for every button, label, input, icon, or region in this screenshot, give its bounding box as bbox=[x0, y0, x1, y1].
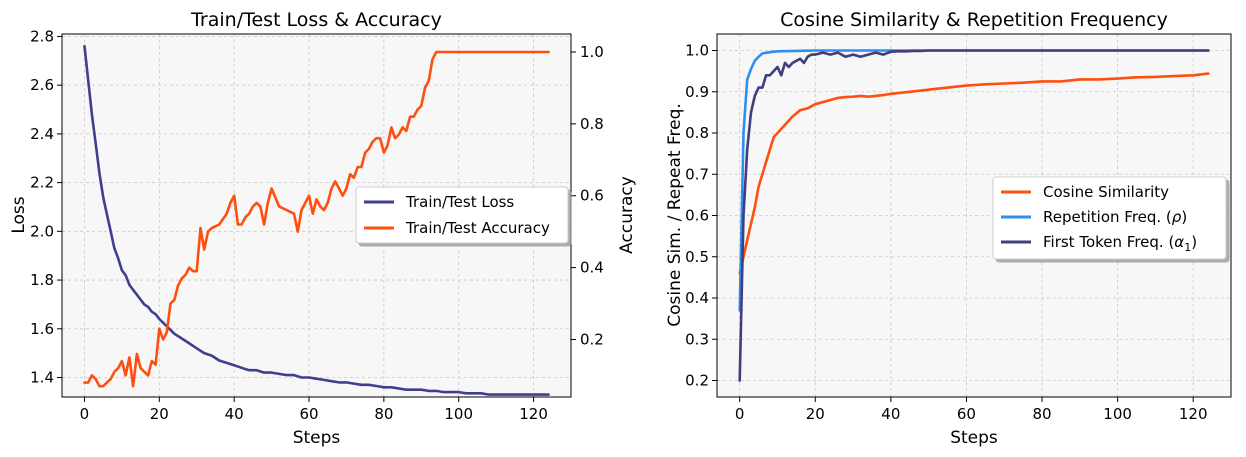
y-tick-label: 0.7 bbox=[685, 165, 709, 183]
y-tick-label: 2.0 bbox=[30, 222, 54, 240]
plot-frame bbox=[61, 33, 572, 398]
x-tick-label: 120 bbox=[1179, 405, 1208, 423]
x-tick-label: 80 bbox=[374, 405, 393, 423]
y2-axis-label: Accuracy bbox=[617, 176, 637, 254]
legend-box bbox=[992, 176, 1227, 260]
y-tick-label: 1.8 bbox=[30, 271, 54, 289]
series-line-2 bbox=[738, 49, 1210, 382]
y-tick-label: 0.4 bbox=[685, 289, 709, 307]
y-tick-label: 0.8 bbox=[685, 124, 709, 142]
y-axis-label: Cosine Sim. / Repeat Freq. bbox=[665, 103, 685, 327]
y2-tick-label: 1.0 bbox=[580, 43, 604, 61]
y-ticks: 0.2 0.3 0.4 0.5 0.6 0.7 0.8 0.9 1.0 bbox=[685, 42, 717, 390]
series-line-1 bbox=[738, 49, 1210, 312]
series-lines bbox=[83, 44, 550, 396]
y-ticks: 1.4 1.6 1.8 2.0 2.2 2.4 2.6 2.8 bbox=[30, 27, 62, 387]
chart-title: Cosine Similarity & Repetition Frequency bbox=[780, 9, 1168, 31]
legend: Train/Test Loss Train/Test Accuracy bbox=[355, 186, 569, 244]
x-tick-label: 80 bbox=[1032, 405, 1051, 423]
x-ticks: 0 20 40 60 80 100 120 bbox=[80, 397, 548, 423]
y-tick-label: 0.9 bbox=[685, 83, 709, 101]
x-tick-label: 100 bbox=[1103, 405, 1132, 423]
x-tick-label: 20 bbox=[806, 405, 825, 423]
y-tick-label: 0.6 bbox=[685, 207, 709, 225]
legend-label-first-token: First Token Freq. (α1) bbox=[1043, 233, 1197, 254]
y-axis-label: Loss bbox=[9, 196, 29, 233]
y-tick-label: 1.6 bbox=[30, 320, 54, 338]
y-tick-label: 0.2 bbox=[685, 372, 709, 390]
chart-cosine-repetition: 0 20 40 60 80 100 120 0.2 0.3 0.4 0.5 0.6 0.7 0.8 0.9… bbox=[665, 9, 1232, 448]
x-tick-label: 60 bbox=[957, 405, 976, 423]
x-tick-label: 120 bbox=[519, 405, 548, 423]
y2-tick-label: 0.2 bbox=[580, 330, 604, 348]
legend-label-loss: Train/Test Loss bbox=[405, 193, 514, 211]
x-tick-label: 100 bbox=[444, 405, 473, 423]
series-line-1 bbox=[83, 50, 550, 388]
x-ticks: 0 20 40 60 80 100 120 bbox=[735, 397, 1208, 423]
legend: Cosine Similarity Repetition Freq. (ρ) F… bbox=[992, 176, 1227, 260]
legend-label-repetition: Repetition Freq. (ρ) bbox=[1043, 208, 1187, 226]
y-tick-label: 2.8 bbox=[30, 27, 54, 45]
x-axis-label: Steps bbox=[293, 428, 341, 448]
chart-title: Train/Test Loss & Accuracy bbox=[190, 9, 442, 31]
y2-ticks: 0.2 0.4 0.6 0.8 1.0 bbox=[571, 43, 604, 348]
y2-tick-label: 0.8 bbox=[580, 115, 604, 133]
y-tick-label: 2.2 bbox=[30, 174, 54, 192]
y2-tick-label: 0.4 bbox=[580, 259, 604, 277]
x-axis-label: Steps bbox=[950, 428, 998, 448]
y-tick-label: 0.3 bbox=[685, 330, 709, 348]
y2-tick-label: 0.6 bbox=[580, 187, 604, 205]
x-tick-label: 0 bbox=[80, 405, 90, 423]
series-line-0 bbox=[83, 44, 550, 396]
series-lines bbox=[738, 49, 1210, 382]
x-tick-label: 40 bbox=[881, 405, 900, 423]
y-tick-label: 1.4 bbox=[30, 369, 54, 387]
legend-label-cosine: Cosine Similarity bbox=[1043, 183, 1169, 201]
legend-label-accuracy: Train/Test Accuracy bbox=[405, 219, 550, 237]
x-tick-label: 20 bbox=[150, 405, 169, 423]
y-tick-label: 2.6 bbox=[30, 76, 54, 94]
x-tick-label: 60 bbox=[299, 405, 318, 423]
x-tick-label: 40 bbox=[225, 405, 244, 423]
y-tick-label: 2.4 bbox=[30, 125, 54, 143]
legend-box bbox=[355, 186, 569, 244]
series-line-0 bbox=[738, 72, 1210, 275]
chart-loss-accuracy: 0 20 40 60 80 100 120 1.4 1.6 1.8 2.0 2.2 2.4 2.6 2.8… bbox=[9, 9, 637, 448]
y-tick-label: 0.5 bbox=[685, 248, 709, 266]
x-tick-label: 0 bbox=[735, 405, 745, 423]
grid bbox=[62, 34, 571, 397]
y-tick-label: 1.0 bbox=[685, 42, 709, 60]
